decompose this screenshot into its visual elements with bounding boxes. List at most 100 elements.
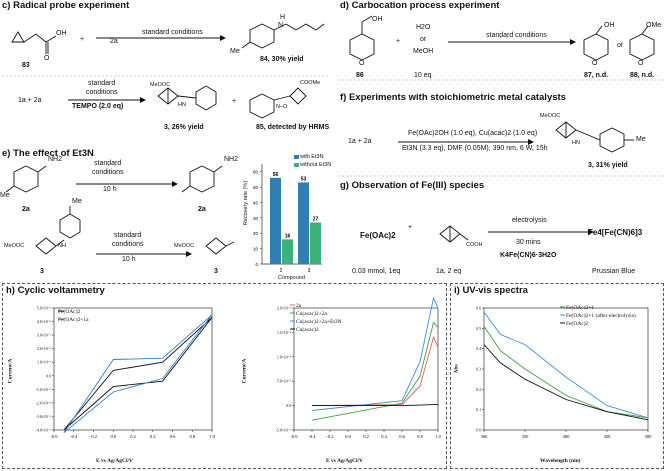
row2-cond-2: conditions	[86, 89, 118, 96]
p88-o: O	[638, 60, 644, 67]
nh-e-left: NH	[58, 243, 66, 249]
uv-series	[483, 311, 649, 419]
me-label: Me	[230, 48, 240, 55]
cv-right-series	[312, 404, 438, 407]
me-top: Me	[72, 198, 82, 205]
cv-left-ytick-label: 3.0×10⁻⁵	[37, 334, 52, 338]
cv-right-xtick-label: 0.4	[381, 434, 387, 439]
bar-tick-label: 40	[253, 200, 259, 205]
uv-xtick-label: 400	[563, 434, 571, 439]
cv-right-series	[311, 335, 439, 407]
bar-value-label: 53	[301, 176, 307, 182]
cv-left-ytick-label: 4.0×10⁻⁵	[37, 320, 52, 324]
bar	[282, 239, 293, 264]
f-cond-2: Et3N (3.3 eq), DMF (0.05M), 390 nm, 6 W,…	[402, 145, 548, 152]
cv-left-xtick-label: 1.0	[209, 434, 215, 439]
f-reactants: 1a + 2a	[348, 138, 372, 145]
condition-label: standard conditions	[142, 29, 203, 36]
cv-left-ylabel: Current/A	[7, 358, 14, 384]
panel-g-title: g) Observation of Fe(III) species	[340, 180, 485, 191]
g-amt-2: 1a, 2 eq	[436, 268, 462, 275]
compound-83-label: 83	[22, 62, 30, 69]
cv-left-xtick-label: 0.6	[170, 434, 176, 439]
plus-sign-2: +	[232, 98, 237, 105]
bar-value-label: 56	[273, 172, 279, 178]
p88-ome: OMe	[646, 22, 662, 29]
cv-right-legend-2: Cu(acac)2+2a	[296, 311, 327, 317]
reagent-2a: 2a	[110, 38, 118, 45]
d-oh: OH	[372, 16, 383, 23]
panel-h-frame	[2, 283, 447, 469]
cv-left-series	[63, 317, 213, 431]
cv-left-series	[63, 314, 213, 434]
bar-tick-label: 10	[253, 247, 259, 252]
uv-ytick-label: 0.4	[476, 347, 481, 351]
h-label: H	[280, 14, 286, 21]
bar-tick-label: 30	[253, 216, 259, 221]
cv-left-chart: -0.6 -0.4 -0.2 0.0 0.2 0.4 0.6 0.8 1.0 5.0×10⁻⁵ 4.…	[36, 307, 216, 440]
meooc-label: MeOOC	[150, 82, 171, 88]
bar-tick-label: 50	[253, 185, 259, 190]
uv-ylabel: Abs	[453, 364, 460, 374]
cv-left-ytick-label: -2.0×10⁻⁵	[36, 401, 52, 405]
label-2a-right: 2a	[198, 206, 206, 213]
panel-d-title: d) Carbocation process experiment	[340, 0, 500, 11]
uv-xtick-label: 300	[481, 434, 489, 439]
cv-right-xtick-label: 0.0	[345, 434, 351, 439]
cond-b-1: standard	[114, 232, 142, 239]
panel-g-structures	[439, 225, 594, 243]
row2-reactants: 1a + 2a	[18, 97, 42, 104]
legend-without: without Et3N	[300, 162, 332, 168]
f-me: Me	[636, 136, 646, 143]
panel-d-structures	[338, 15, 666, 81]
hn-label: HN	[178, 102, 186, 108]
d-plus: +	[396, 38, 401, 45]
coome-label: COOMe	[300, 80, 321, 86]
meooc-e-right: MeOOC	[174, 243, 195, 249]
o-label: O	[44, 55, 50, 62]
g-plus: +	[408, 224, 413, 231]
bar-category-label: 2	[280, 268, 283, 274]
nh2-left: NH2	[48, 156, 63, 163]
bar-xlabel: Compound	[278, 275, 305, 281]
cv-left-xtick-label: -0.2	[90, 434, 97, 439]
label-3-right: 3	[214, 268, 218, 275]
meooc-e-left: MeOOC	[4, 243, 25, 249]
uv-xtick-label: 500	[645, 434, 653, 439]
cv-right-ylabel: Current/A	[241, 358, 248, 384]
bar-tick-label: 60	[253, 170, 259, 175]
g-amt-1: 0.03 mmol, 1eq	[352, 268, 401, 275]
f-hn: HN	[572, 140, 580, 146]
uv-series	[483, 344, 649, 421]
cv-right-legend-1: 2a	[296, 303, 302, 309]
bar-value-label: 27	[313, 216, 319, 222]
p87-label: 87, n.d.	[584, 72, 609, 79]
cv-left-xtick-label: 0.2	[130, 434, 136, 439]
cv-right-xtick-label: 0.8	[417, 434, 423, 439]
me-left: Me	[0, 192, 10, 199]
panel-f-structures	[338, 121, 666, 177]
row2-cond-1: standard	[88, 80, 116, 87]
g-product: Fe4[Fe(CN)6]3	[588, 228, 643, 237]
d-condition: standard conditions	[486, 32, 547, 39]
panel-e-structures	[5, 165, 235, 257]
meoh-label: MeOH	[413, 48, 434, 55]
cv-left-ytick-label: -4.0×10⁻⁵	[36, 429, 52, 433]
cv-right-ytick-label: 0.0	[286, 404, 291, 408]
f-meooc: MeOOC	[540, 113, 561, 119]
cv-left-xtick-label: -0.6	[50, 434, 58, 439]
cv-right-chart: -0.6 -0.4 -0.2 0.0 0.2 0.4 0.6 0.8 1.0 2.0×10⁻⁴ 1.…	[276, 296, 442, 439]
cond-a-3: 10 h	[103, 186, 117, 193]
f-product: 3, 31% yield	[588, 162, 628, 169]
cv-right-ytick-label: 1.5×10⁻⁴	[277, 331, 292, 335]
p87-o: O	[592, 60, 598, 67]
cv-right-xtick-label: -0.2	[326, 434, 333, 439]
panel-e-title: e) The effect of Et3N	[2, 148, 94, 159]
plus-sign: +	[80, 36, 85, 43]
panel-h-title: h) Cyclic voltammetry	[6, 285, 105, 296]
uv-ytick-label: 0.2	[476, 388, 481, 392]
n-o-label: N–O	[276, 104, 288, 110]
cv-left-xtick-label: 0.8	[189, 434, 195, 439]
uv-legend-3: Fe(OAc)2	[566, 321, 589, 327]
product-85-label: 85, detected by HRMS	[256, 124, 330, 131]
